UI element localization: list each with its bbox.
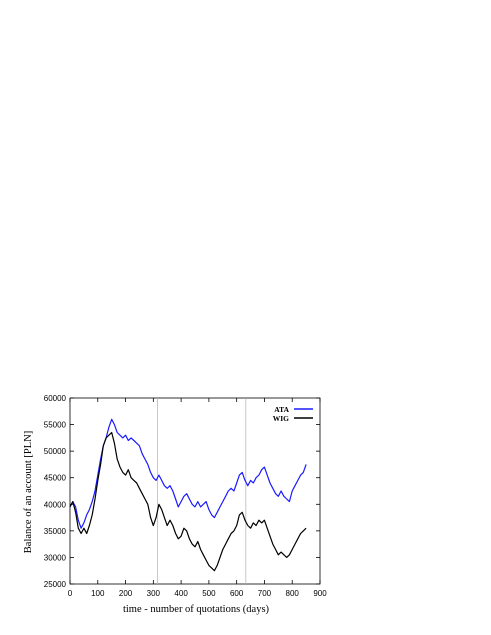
y-tick-label: 25000: [44, 580, 67, 589]
y-tick-label: 45000: [44, 474, 67, 483]
x-tick-label: 300: [147, 589, 161, 598]
y-axis-label: Balance of an account [PLN]: [23, 431, 34, 553]
x-tick-label: 100: [91, 589, 105, 598]
y-tick-label: 50000: [44, 447, 67, 456]
y-tick-label: 35000: [44, 527, 67, 536]
y-tick-label: 60000: [44, 394, 67, 403]
vertical-markers: [157, 398, 247, 584]
plot-border: [69, 397, 321, 585]
x-tick-label: 500: [202, 589, 216, 598]
y-tick-label: 30000: [44, 553, 67, 562]
y-tick-label: 40000: [44, 500, 67, 509]
series-line-wig: [69, 431, 307, 572]
x-tick-label: 400: [174, 589, 188, 598]
ticks-layer: 0 100 200 300 400 500 600 700 800 900 25000 30000 35…: [44, 394, 327, 598]
x-tick-label: 700: [258, 589, 272, 598]
x-tick-label: 200: [119, 589, 133, 598]
plot-frame: [69, 397, 321, 585]
x-axis-label: time - number of quotations (days): [123, 604, 270, 615]
legend-label-wig: WIG: [273, 414, 289, 423]
y-tick-label: 55000: [44, 421, 67, 430]
series-line-ata: [69, 418, 307, 529]
x-tick-label: 600: [230, 589, 244, 598]
series-layer: [69, 418, 307, 572]
x-tick-label: 0: [68, 589, 73, 598]
x-tick-label: 900: [313, 589, 327, 598]
legend-label-ata: ATA: [274, 405, 289, 414]
x-tick-label: 800: [286, 589, 300, 598]
